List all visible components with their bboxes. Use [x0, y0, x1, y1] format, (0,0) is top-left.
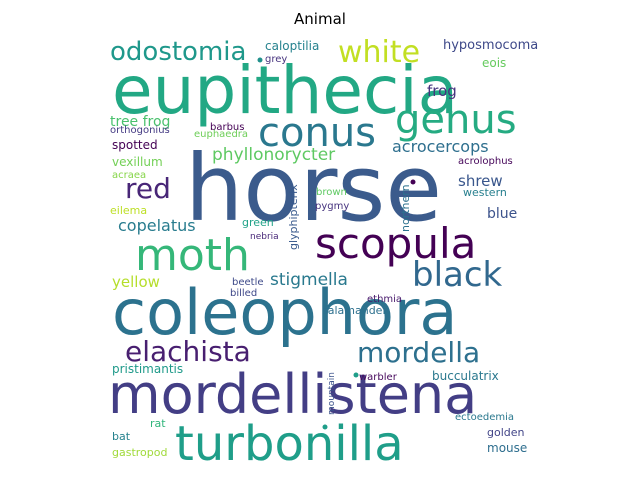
word-turbonilla: turbonilla: [175, 416, 404, 472]
word-red: red: [125, 172, 171, 205]
word-spotted: spotted: [112, 138, 158, 152]
chart-title: Animal: [294, 10, 346, 28]
word-yellow: yellow: [112, 273, 160, 291]
word-brown: brown: [316, 187, 347, 198]
word-blue: blue: [487, 206, 517, 222]
word-mordellistena: mordellistena: [108, 363, 477, 426]
word-salamander: salamander: [322, 304, 387, 317]
word-eupithecia: eupithecia: [112, 52, 458, 129]
word-phyllonorycter: phyllonorycter: [212, 145, 335, 165]
word-bucculatrix: bucculatrix: [432, 369, 499, 383]
word-hyposmocoma: hyposmocoma: [443, 38, 538, 53]
word-copelatus: copelatus: [118, 216, 196, 235]
word-ethmia: ethmia: [367, 294, 402, 305]
word-bat: bat: [112, 430, 131, 443]
word-vexillum: vexillum: [112, 155, 163, 169]
dot-mark: [353, 372, 359, 378]
word-acraea: acraea: [112, 170, 146, 181]
dot-mark: [410, 179, 416, 185]
word-mordella: mordella: [357, 336, 480, 369]
word-mountain: mountain: [327, 372, 337, 415]
word-euphaedra: euphaedra: [194, 129, 248, 140]
word-conus: conus: [258, 110, 376, 156]
word-shrew: shrew: [458, 172, 503, 190]
word-glyphipterix: glyphipterix: [287, 184, 300, 250]
word-green: green: [242, 216, 274, 229]
dot-mark: [257, 57, 263, 63]
word-elachista: elachista: [125, 335, 251, 368]
word-genus: genus: [395, 97, 517, 143]
word-warbler: warbler: [359, 372, 398, 383]
word-pristimantis: pristimantis: [112, 362, 183, 376]
word-eois: eois: [482, 56, 506, 70]
word-mouse: mouse: [487, 441, 527, 455]
word-acrocercops: acrocercops: [392, 137, 489, 156]
word-pygmy: pygmy: [315, 201, 349, 212]
word-golden: golden: [487, 426, 525, 439]
word-gastropod: gastropod: [112, 446, 167, 459]
word-ectoedemia: ectoedemia: [455, 412, 514, 423]
word-beetle: beetle: [232, 277, 264, 288]
word-stigmella: stigmella: [270, 270, 348, 290]
word-caloptilia: caloptilia: [265, 39, 319, 53]
word-odostomia: odostomia: [110, 37, 246, 67]
word-horse: horse: [185, 135, 442, 242]
word-scopula: scopula: [315, 219, 476, 268]
word-eilema: eilema: [110, 204, 147, 217]
word-nebria: nebria: [250, 232, 279, 242]
word-white: white: [338, 35, 420, 70]
word-rat: rat: [150, 417, 166, 430]
word-acrolophus: acrolophus: [458, 156, 513, 167]
word-black: black: [412, 255, 503, 295]
word-northern: northern: [399, 184, 412, 232]
word-billed: billed: [230, 288, 257, 299]
word-orthogonius: orthogonius: [110, 125, 170, 136]
word-frog: frog: [427, 82, 457, 100]
word-barbus: barbus: [210, 122, 244, 133]
word-grey: grey: [265, 54, 287, 65]
word-coleophora: coleophora: [112, 276, 457, 349]
word-moth: moth: [135, 230, 250, 281]
word-western: western: [463, 186, 507, 199]
word-tree-frog: tree frog: [110, 114, 170, 130]
dot-mark: [322, 424, 328, 430]
